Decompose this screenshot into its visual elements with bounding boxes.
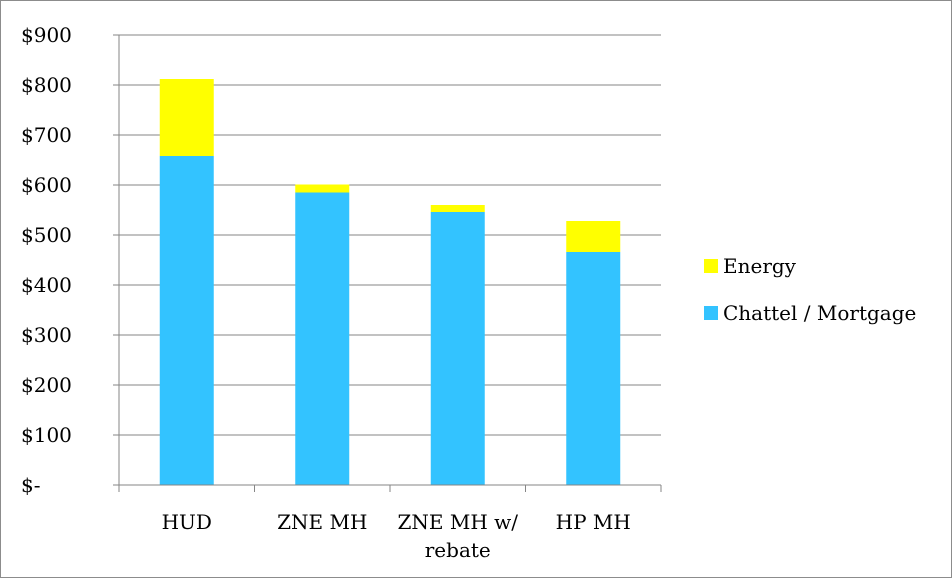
axes-group [113, 34, 662, 492]
legend-label: Chattel / Mortgage [723, 301, 916, 325]
x-tick-label: rebate [425, 538, 491, 562]
y-tick-label: $- [21, 473, 40, 497]
x-tick-label: HP MH [556, 510, 631, 534]
y-tick-label: $500 [21, 223, 72, 247]
bar-segment [295, 184, 350, 193]
x-tick-label: ZNE MH w/ [398, 510, 519, 534]
bar-segment [159, 156, 214, 485]
y-tick-label: $200 [21, 373, 72, 397]
bar-segment [566, 252, 621, 485]
bar-segment [430, 205, 485, 212]
y-tick-label: $100 [21, 423, 72, 447]
x-tick-label: HUD [162, 510, 212, 534]
y-tick-label: $300 [21, 323, 72, 347]
y-tick-label: $800 [21, 73, 72, 97]
y-tick-label: $700 [21, 123, 72, 147]
legend-swatch [704, 306, 718, 320]
bar-segment [430, 212, 485, 485]
x-tick-label: ZNE MH [277, 510, 367, 534]
bars-group [159, 79, 621, 485]
bar-segment [566, 221, 621, 252]
legend: Energy Chattel / Mortgage [704, 254, 916, 325]
x-tick-labels: HUD ZNE MH ZNE MH w/rebate HP MH [162, 510, 631, 562]
y-tick-labels: $- $100 $200 $300 $400 $500 $600 $700 $800 $900 [21, 23, 72, 497]
legend-label: Energy [723, 254, 797, 278]
bar-segment [159, 79, 214, 156]
bar-segment [295, 192, 350, 485]
legend-swatch [704, 259, 718, 273]
y-tick-label: $900 [21, 23, 72, 47]
y-tick-label: $600 [21, 173, 72, 197]
y-tick-label: $400 [21, 273, 72, 297]
